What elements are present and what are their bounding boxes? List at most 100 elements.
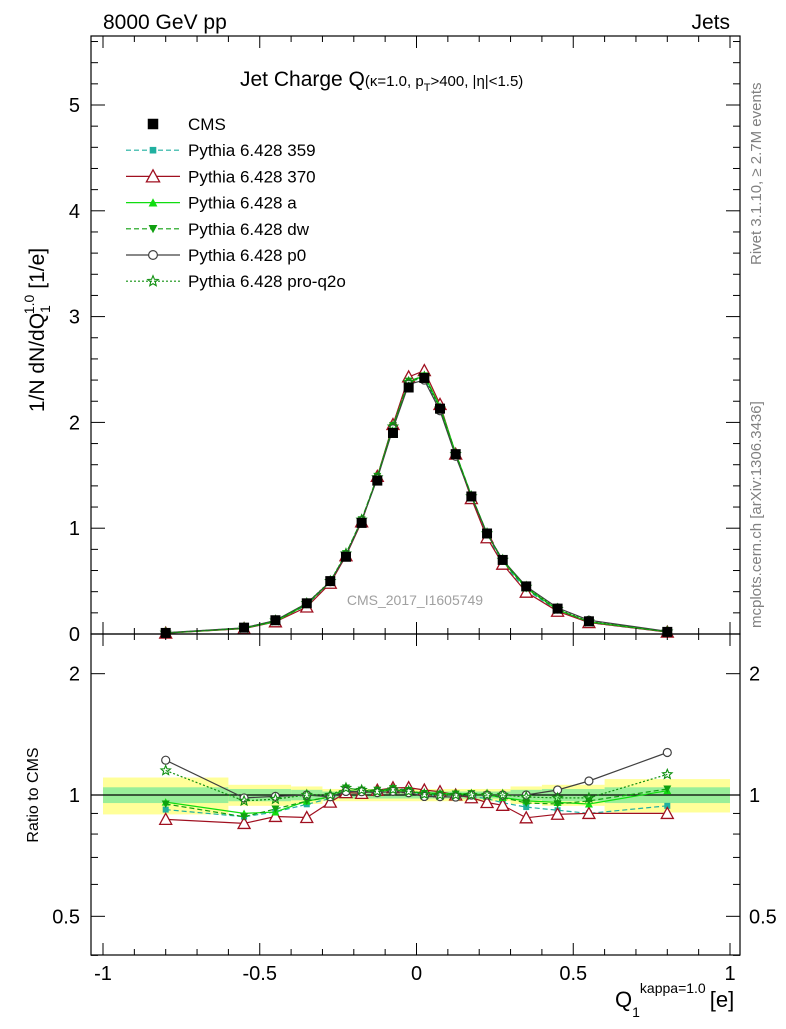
main-point-cms (583, 616, 594, 627)
ratio-point-pythia-6-428-pro-q2o (386, 783, 400, 795)
xlabel-text: Q (615, 987, 632, 1012)
ratio-point-pythia-6-428-359 (523, 804, 530, 811)
x-tick-label: -0.5 (243, 963, 277, 985)
svg-text:Q1kappa=1.0[e]: Q1kappa=1.0 [e] (615, 980, 734, 1020)
ratio-point-pythia-6-428-pro-q2o (433, 788, 447, 801)
xlabel-unit: [e] (710, 987, 734, 1012)
ratio-point-pythia-6-428-359 (162, 806, 169, 813)
ratio-point-pythia-6-428-pro-q2o (449, 788, 462, 801)
y-tick-label-main: 4 (69, 201, 80, 223)
ratio-point-pythia-6-428-pro-q2o (480, 788, 494, 801)
main-point-cms (356, 517, 367, 528)
legend-label-pythia-6-428-a: Pythia 6.428 a (188, 194, 297, 213)
legend-marker-pythia-6-428-370 (145, 168, 161, 183)
legend-marker-pythia-6-428-pro-q2o (146, 274, 160, 287)
ratio-point-pythia-6-428-dw (553, 800, 562, 808)
y-tick-label-main: 5 (69, 95, 80, 117)
legend-marker-pythia-6-428-dw (148, 224, 158, 234)
main-point-cms (239, 622, 250, 633)
ylabel-main-sup: 1.0 (21, 295, 37, 315)
ratio-point-pythia-6-428-dw (161, 800, 170, 808)
ratio-point-pythia-6-428-pro-q2o (465, 788, 478, 801)
ylabel-main-sub: 1 (37, 305, 53, 313)
main-point-cms (325, 576, 336, 587)
y-tick-label-ratio: 1 (69, 785, 80, 807)
ratio-point-pythia-6-428-pro-q2o (496, 788, 509, 801)
legend-label-cms: CMS (188, 115, 226, 134)
ratio-point-pythia-6-428-370 (581, 806, 597, 820)
main-point-cms (301, 598, 312, 609)
y-tick-label-ratio: 2 (69, 664, 80, 686)
ratio-line-pythia-6-428-359 (165, 788, 668, 818)
title-sub-t: T (424, 82, 431, 94)
ratio-point-pythia-6-428-370 (479, 795, 495, 809)
ratio-point-pythia-6-428-dw (522, 799, 531, 807)
legend-label-pythia-6-428-370: Pythia 6.428 370 (188, 167, 316, 186)
main-point-cms (435, 403, 446, 414)
x-tick-label: 0.5 (559, 963, 587, 985)
rivet-label: Rivet 3.1.10, ≥ 2.7M events (748, 83, 765, 266)
ratio-point-pythia-6-428-dw (663, 785, 672, 793)
ratio-point-pythia-6-428-370 (268, 809, 283, 823)
y-axis-title-main: 1/N dN/dQ11.0 [1/e] (21, 248, 53, 412)
y-axis-title-ratio: Ratio to CMS (25, 747, 42, 842)
ratio-point-pythia-6-428-pro-q2o (355, 783, 368, 796)
title-sub-rest: >400, |η|<1.5) (430, 73, 523, 90)
ratio-point-pythia-6-428-370 (660, 806, 675, 820)
y-tick-label-ratio-right: 1 (749, 785, 760, 807)
legend-marker-pythia-6-428-a (148, 198, 158, 207)
ratio-point-pythia-6-428-370 (519, 810, 534, 824)
y-tick-label-main: 1 (69, 518, 80, 540)
ylabel-main-text: 1/N dN/dQ (26, 313, 49, 412)
xlabel-sub: 1 (632, 1004, 640, 1020)
main-point-cms (270, 615, 281, 626)
y-tick-label-ratio: 0.5 (52, 906, 80, 928)
y-tick-label-ratio-right: 2 (749, 664, 760, 686)
ratio-point-pythia-6-428-pro-q2o (237, 794, 251, 807)
ratio-point-pythia-6-428-pro-q2o (402, 784, 415, 797)
ratio-point-pythia-6-428-pro-q2o (520, 790, 533, 803)
svg-text:1/N dN/dQ11.0[1/e]: 1/N dN/dQ11.0 [1/e] (21, 248, 53, 412)
y-tick-label-main: 3 (69, 307, 80, 329)
ratio-point-pythia-6-428-359 (664, 802, 671, 809)
legend-marker-pythia-6-428-p0 (148, 250, 159, 261)
ratio-point-pythia-6-428-pro-q2o (551, 791, 564, 804)
ratio-line-pythia-6-428-dw (165, 787, 668, 818)
ratio-point-pythia-6-428-pro-q2o (661, 767, 674, 780)
ratio-point-pythia-6-428-p0 (662, 747, 672, 758)
legend: CMS Pythia 6.428 359 Pythia 6.428 370 Pythi… (126, 115, 346, 291)
x-axis-title: Q1kappa=1.0 [e] (615, 980, 734, 1020)
title-sub: (κ=1.0, p (365, 73, 424, 90)
y-tick-label-main: 2 (69, 412, 80, 434)
ratio-line-pythia-6-428-370 (165, 786, 668, 825)
ratio-point-pythia-6-428-370 (158, 812, 173, 826)
ratio-panel-series (158, 747, 675, 830)
main-panel-series (158, 363, 675, 639)
svg-text:Jet Charge Q(κ=1.0, pT>400, |η: Jet Charge Q(κ=1.0, pT>400, |η|<1.5) (240, 68, 523, 94)
main-line-pythia-6-428-pro-q2o (165, 376, 668, 634)
xlabel-sup: kappa=1.0 (640, 980, 706, 996)
ratio-point-pythia-6-428-dw (302, 797, 311, 806)
legend-label-pythia-6-428-359: Pythia 6.428 359 (188, 141, 316, 160)
ratio-point-pythia-6-428-p0 (584, 776, 594, 786)
ratio-point-pythia-6-428-370 (550, 806, 565, 820)
mcplots-label: mcplots.cern.ch [arXiv:1306.3436] (748, 401, 765, 628)
axes: -1 -0.5 0 0.5 1 0 1 2 3 4 5 0.5 0.5 1 1 2 2 (52, 35, 777, 985)
ratio-uncertainty-bands (91, 777, 740, 815)
main-point-cms (521, 581, 532, 592)
main-point-cms (482, 528, 493, 539)
main-point-cms (340, 551, 351, 562)
ratio-point-pythia-6-428-pro-q2o (324, 788, 337, 801)
legend-label-pythia-6-428-dw: Pythia 6.428 dw (188, 220, 310, 239)
legend-label-pythia-6-428-pro-q2o: Pythia 6.428 pro-q2o (188, 272, 346, 291)
ratio-point-pythia-6-428-p0 (161, 755, 171, 765)
ratio-point-pythia-6-428-370 (495, 797, 510, 811)
main-point-cms (466, 491, 477, 502)
ratio-point-pythia-6-428-dw (240, 813, 249, 821)
main-point-cms (387, 427, 398, 438)
title-main: Jet Charge Q (240, 68, 365, 91)
ratio-point-pythia-6-428-pro-q2o (300, 788, 313, 801)
main-point-cms (552, 603, 563, 614)
ratio-point-pythia-6-428-dw (271, 805, 280, 814)
